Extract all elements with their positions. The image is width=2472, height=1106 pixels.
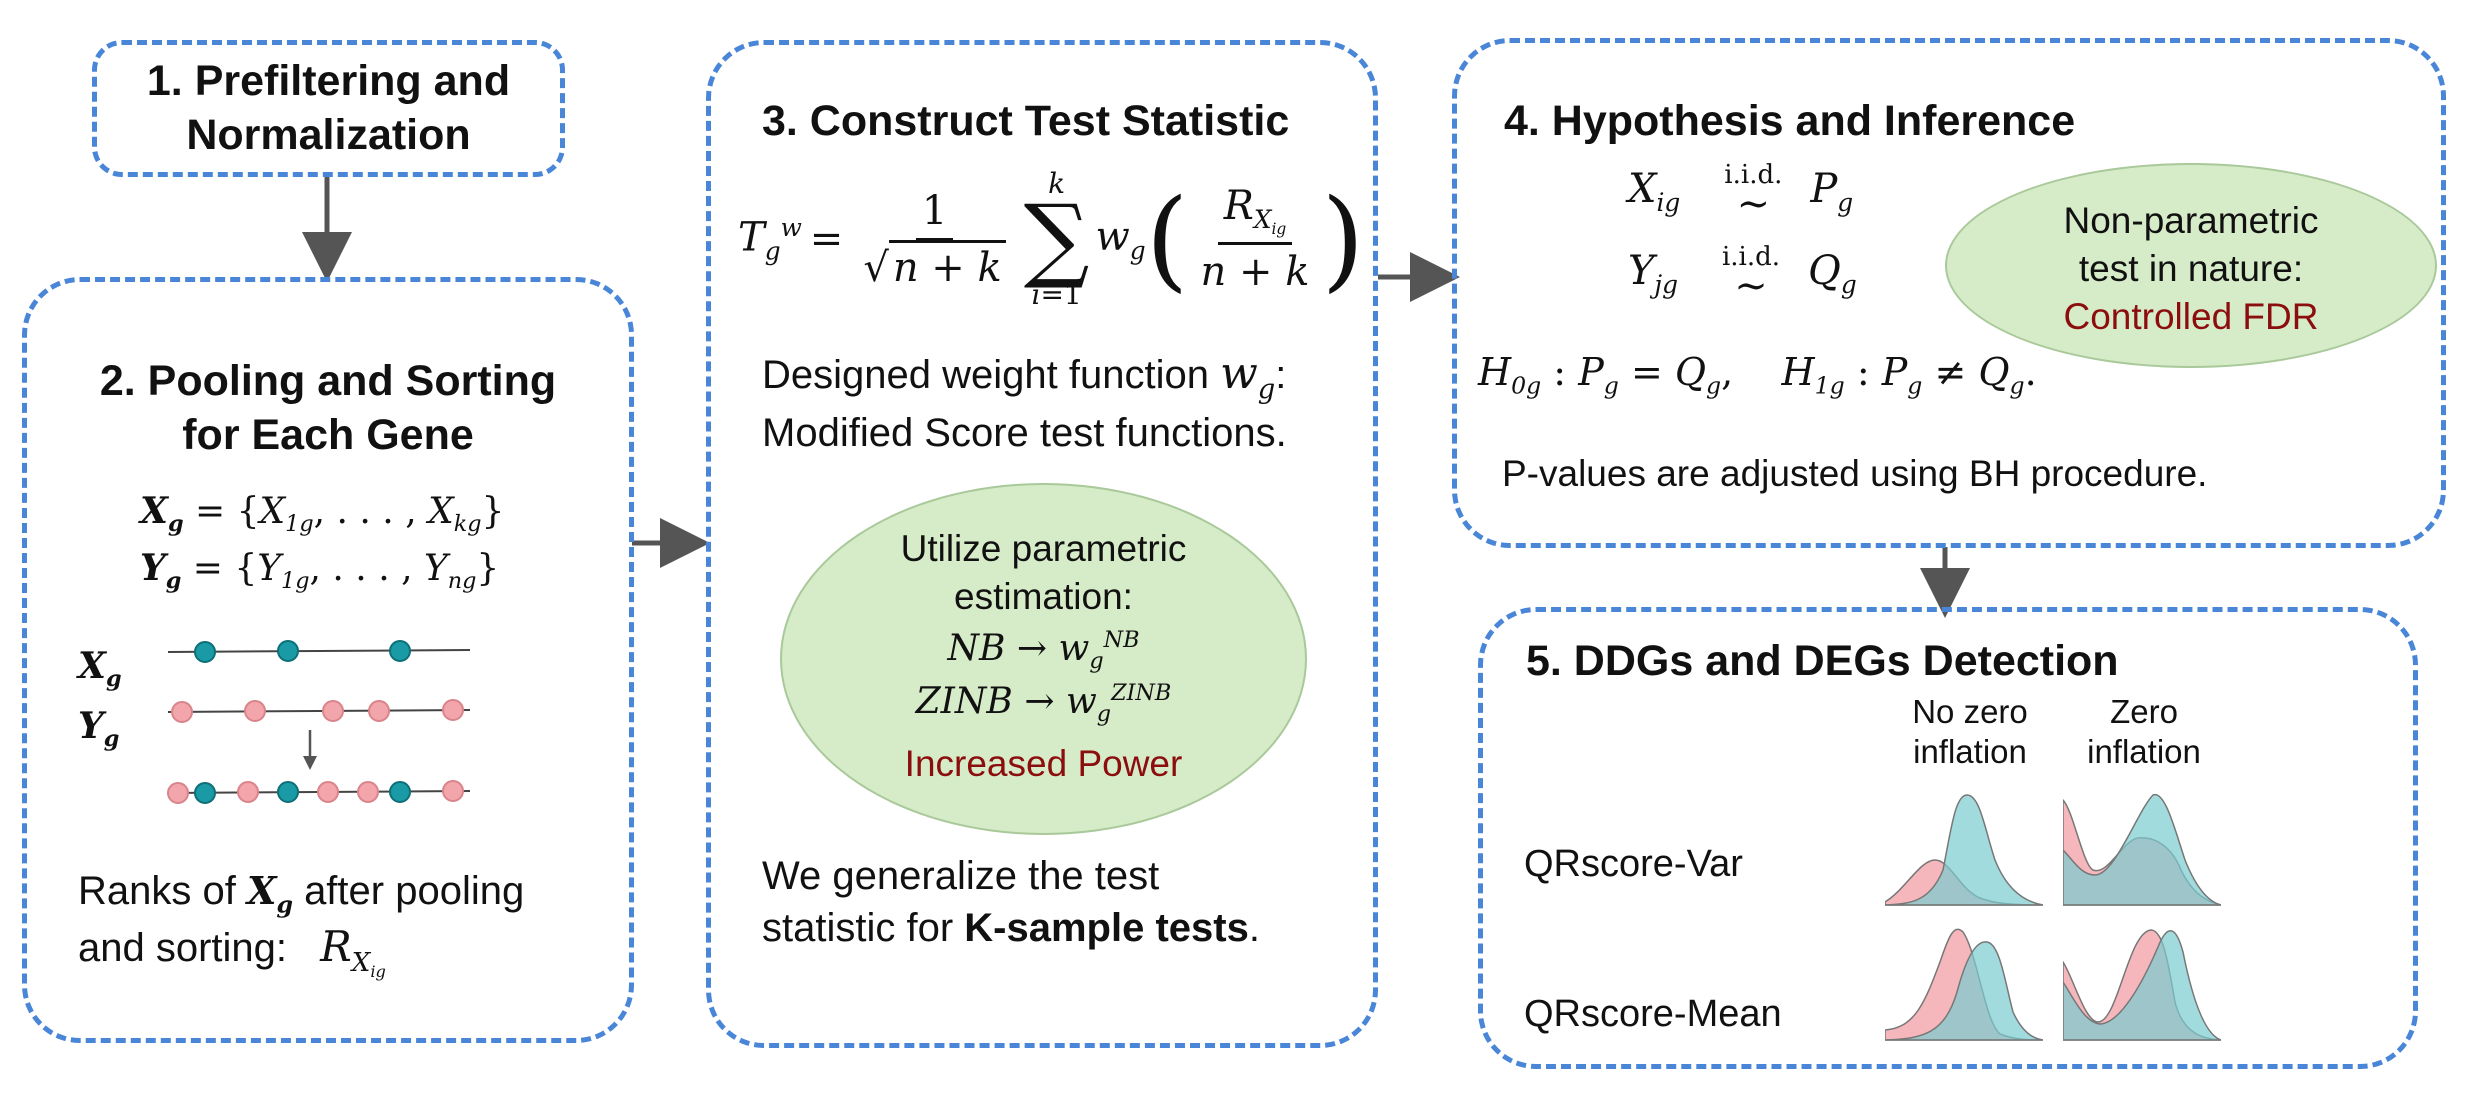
step4-box (1452, 38, 2446, 548)
test-statistic-formula: Tgw = 1 √ n + k k ∑ i=1 wg ( RXig n + k ) (738, 167, 1365, 311)
col-zero-inflation: Zero inflation (2087, 693, 2201, 770)
controlled-fdr-label: Controlled FDR (2063, 296, 2319, 338)
step3-title: 3. Construct Test Statistic (762, 97, 1290, 145)
weight-text: Designed weight function wg: Modified Sc… (762, 348, 1287, 456)
set-y-formula: Yg = {Y1g, . . . , Yng} (140, 547, 500, 595)
step2-box (22, 277, 634, 1043)
ranks-text: Ranks of Xg after pooling and sorting: R… (78, 868, 525, 981)
step2-title: 2. Pooling and Sorting for Each Gene (99, 357, 557, 459)
nonparametric-ellipse: Non-parametric test in nature: Controlle… (1945, 163, 2437, 368)
y-iid-formula: Yjg i.i.d. ∼ Qg (1628, 242, 1857, 309)
pvalue-text: P-values are adjusted using BH procedure… (1502, 453, 2208, 494)
density-curves-icon (1885, 794, 2043, 906)
label-xg: Xg (78, 645, 122, 693)
step3-box (706, 40, 1378, 1048)
generalize-text: We generalize the test statistic for K-s… (762, 854, 1260, 950)
label-yg: Yg (78, 705, 120, 753)
parametric-ellipse: Utilize parametric estimation: NB → wgNB… (780, 483, 1307, 835)
density-curves-icon (2063, 929, 2221, 1041)
row-qrscore-var: QRscore-Var (1524, 843, 1743, 885)
step1-title: 1. Prefiltering and Normalization (146, 57, 511, 159)
hypothesis-formula: H0g : Pg = Qg, H1g : Pg ≠ Qg. (1478, 350, 2037, 400)
step5-box (1478, 607, 2418, 1069)
step5-title: 5. DDGs and DEGs Detection (1526, 637, 2119, 685)
nb-mapping: NB → wgNB (947, 627, 1140, 675)
col-no-zero-inflation: No zero inflation (1912, 693, 2028, 770)
dot-line-icon (167, 640, 471, 804)
row-qrscore-mean: QRscore-Mean (1524, 993, 1782, 1035)
density-curves-icon (1885, 928, 2043, 1041)
density-curves-icon (2063, 794, 2221, 906)
increased-power-label: Increased Power (904, 742, 1183, 784)
step1-box (92, 40, 565, 177)
zinb-mapping: ZINB → wgZINB (915, 680, 1172, 728)
step4-title: 4. Hypothesis and Inference (1504, 97, 2076, 145)
x-iid-formula: Xig i.i.d. ∼ Pg (1628, 160, 1854, 227)
set-x-formula: Xg = {X1g, . . . , Xkg} (140, 490, 505, 538)
